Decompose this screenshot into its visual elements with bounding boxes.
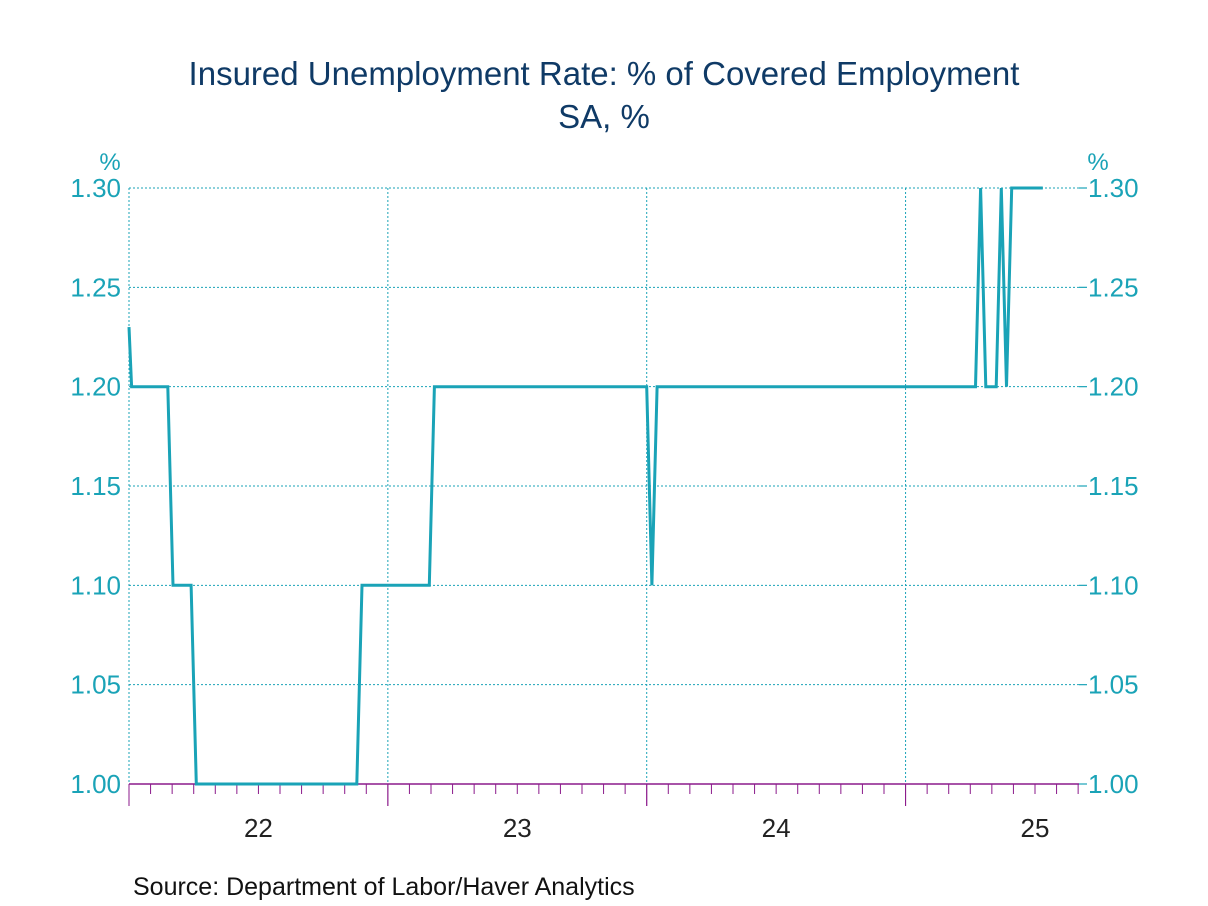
y-tick-label-right-5: 1.25 [1088,272,1139,302]
y-tick-label-right-2: 1.10 [1088,570,1139,600]
y-tick-label-left-5: 1.25 [70,272,121,302]
y-tick-label-right-6: 1.30 [1088,173,1139,203]
x-axis: 22 23 24 25 [128,783,1079,843]
y-tick-label-left-4: 1.20 [70,372,121,402]
y-unit-right: % [1087,149,1108,176]
y-tick-label-left-6: 1.30 [70,173,121,203]
y-tick-label-left-0: 1.00 [70,769,121,799]
grid [128,187,1079,784]
x-tick-label-2: 24 [762,813,791,843]
x-tick-label-3: 25 [1021,813,1050,843]
y-tick-label-right-1: 1.05 [1088,670,1139,700]
source-note: Source: Department of Labor/Haver Analyt… [133,873,635,901]
y-tick-label-right-3: 1.15 [1088,471,1139,501]
y-unit-left: % [99,149,120,176]
x-tick-label-1: 23 [503,813,532,843]
y-axis: 1.00 1.00 1.05 1.05 1.10 1.10 1.15 1.15 1.20 1.20… [70,173,1138,799]
y-tick-label-left-1: 1.05 [70,670,121,700]
y-tick-label-left-2: 1.10 [70,570,121,600]
series-line-0 [127,186,1043,786]
series [127,186,1043,786]
chart-title: Insured Unemployment Rate: % of Covered … [189,55,1020,92]
y-tick-label-right-0: 1.00 [1088,769,1139,799]
y-tick-label-right-4: 1.20 [1088,372,1139,402]
x-tick-label-0: 22 [244,813,273,843]
chart-subtitle: SA, % [558,98,650,135]
y-tick-label-left-3: 1.15 [70,471,121,501]
